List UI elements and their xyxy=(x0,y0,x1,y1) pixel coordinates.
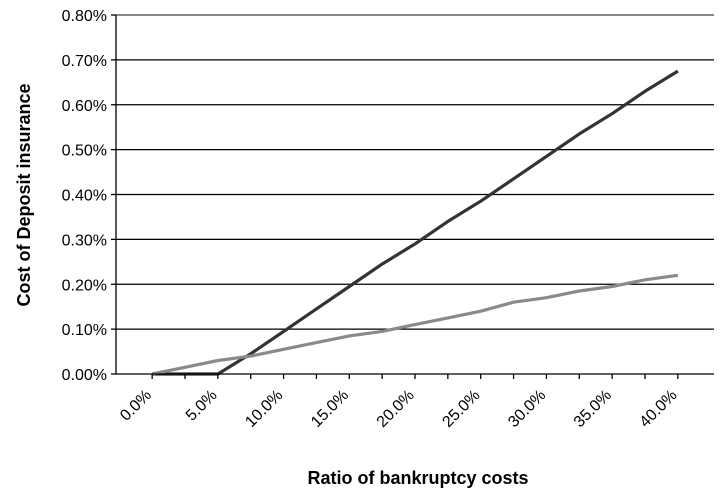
x-tick-label: 35.0% xyxy=(571,387,615,431)
x-tick-label: 40.0% xyxy=(637,387,681,431)
y-tick-labels: 0.00% 0.10% 0.20% 0.30% 0.40% 0.50% 0.60% 0.70%… xyxy=(62,8,107,384)
x-axis-title: Ratio of bankruptcy costs xyxy=(307,468,528,488)
x-tick-label: 30.0% xyxy=(505,387,549,431)
y-tick-label: 0.70% xyxy=(62,53,107,70)
axes xyxy=(111,14,714,379)
x-tick-label: 10.0% xyxy=(242,387,286,431)
y-tick-label: 0.30% xyxy=(62,232,107,249)
x-tick-label: 5.0% xyxy=(183,387,221,425)
y-tick-label: 0.60% xyxy=(62,98,107,115)
y-tick-label: 0.80% xyxy=(62,8,107,25)
y-tick-label: 0.40% xyxy=(62,188,107,205)
y-axis-title: Cost of Deposit insurance xyxy=(14,83,34,306)
y-tick-label: 0.50% xyxy=(62,143,107,160)
series-line-1 xyxy=(152,69,679,376)
x-tick-label: 0.0% xyxy=(117,387,155,425)
y-tick-label: 0.10% xyxy=(62,322,107,339)
series-lines xyxy=(151,69,679,376)
x-tick-labels: 0.0% 5.0% 10.0% 15.0% 20.0% 25.0% 30.0% 35.0% 40… xyxy=(117,387,681,431)
series-line-2 xyxy=(151,273,679,376)
gridlines xyxy=(116,14,714,330)
x-tick-label: 25.0% xyxy=(439,387,483,431)
y-tick-label: 0.00% xyxy=(62,367,107,384)
x-tick-label: 15.0% xyxy=(308,387,352,431)
y-tick-label: 0.20% xyxy=(62,277,107,294)
x-tick-label: 20.0% xyxy=(374,387,418,431)
